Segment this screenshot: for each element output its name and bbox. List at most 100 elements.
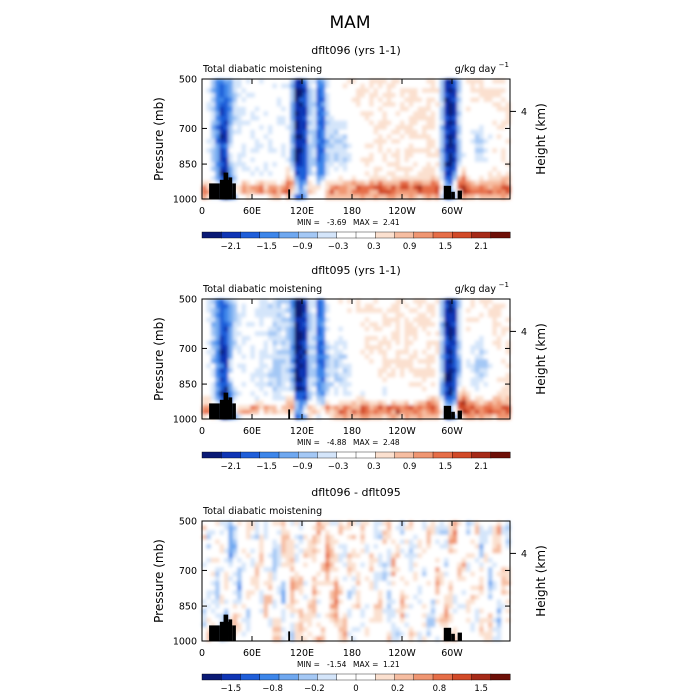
heatmap-cell [215, 386, 221, 392]
heatmap-cell [351, 125, 357, 131]
heatmap-cell [479, 143, 485, 149]
heatmap-cell [461, 400, 467, 406]
heatmap-cell [316, 363, 322, 369]
heatmap-cell [386, 92, 392, 99]
heatmap-cell [232, 576, 238, 582]
heatmap-cell [246, 590, 251, 596]
heatmap-cell [342, 189, 348, 195]
heatmap-cell [254, 157, 260, 163]
heatmap-cell [474, 530, 480, 536]
heatmap-cell [400, 409, 405, 415]
heatmap-cell [325, 139, 331, 145]
heatmap-cell [215, 359, 221, 365]
heatmap-cell [488, 571, 493, 577]
heatmap-cell [303, 340, 309, 346]
heatmap-cell [479, 530, 485, 536]
heatmap-cell [448, 395, 454, 402]
heatmap-cell [505, 581, 511, 587]
heatmap-cell [263, 594, 269, 601]
heatmap-cell [413, 148, 419, 154]
heatmap-cell [320, 363, 326, 369]
heatmap-cell [320, 409, 326, 415]
heatmap-cell [338, 152, 344, 159]
heatmap-cell [386, 567, 392, 573]
heatmap-cell [470, 194, 476, 200]
heatmap-cell [439, 594, 445, 601]
heatmap-cell [215, 308, 221, 314]
heatmap-cell [452, 308, 458, 314]
heatmap-cell [479, 189, 485, 195]
heatmap-cell [320, 534, 326, 541]
heatmap-cell [303, 79, 309, 85]
heatmap-cell [444, 79, 449, 85]
heatmap-cell [272, 386, 278, 392]
heatmap-cell [382, 312, 388, 319]
heatmap-cell [408, 525, 414, 531]
heatmap-cell [488, 521, 493, 527]
heatmap-cell [281, 585, 287, 591]
heatmap-cell [329, 303, 335, 309]
heatmap-cell [413, 106, 419, 112]
heatmap-cell [408, 567, 414, 573]
heatmap-cell [268, 377, 273, 383]
heatmap-cell [298, 530, 304, 536]
heatmap-cell [373, 129, 379, 135]
heatmap-cell [435, 400, 441, 406]
heatmap-cell [316, 194, 322, 200]
heatmap-cell [470, 317, 476, 323]
heatmap-cell [479, 139, 485, 145]
heatmap-cell [254, 548, 260, 554]
heatmap-cell [254, 585, 260, 591]
heatmap-cell [501, 391, 507, 397]
colorbar-swatch [432, 231, 453, 239]
heatmap-cell [461, 185, 467, 191]
heatmap-cell [395, 326, 401, 332]
heatmap-cell [254, 185, 260, 191]
heatmap-cell [444, 83, 449, 89]
heatmap-cell [232, 331, 238, 337]
heatmap-cell [268, 386, 273, 392]
heatmap-cell [360, 354, 366, 360]
heatmap-cell [496, 594, 502, 601]
heatmap-cell [307, 299, 313, 305]
heatmap-cell [232, 594, 238, 601]
heatmap-cell [492, 102, 498, 108]
heatmap-cell [210, 345, 216, 351]
heatmap-cell [250, 171, 256, 177]
heatmap-cell [448, 79, 454, 85]
heatmap-cell [461, 166, 467, 172]
heatmap-cell [488, 377, 493, 383]
terrain-block [443, 185, 452, 199]
heatmap-cell [250, 530, 256, 536]
heatmap-cell [430, 171, 436, 177]
heatmap-cell [254, 317, 260, 323]
heatmap-cell [334, 349, 339, 355]
heatmap-cell [492, 312, 498, 319]
heatmap-cell [237, 139, 243, 145]
heatmap-cell [312, 129, 317, 135]
heatmap-cell [202, 139, 207, 145]
heatmap-cell [228, 576, 234, 582]
heatmap-cell [272, 303, 278, 309]
heatmap-cell [254, 530, 260, 536]
heatmap-cell [448, 152, 454, 159]
heatmap-cell [219, 129, 225, 135]
heatmap-cell [457, 79, 463, 85]
heatmap-cell [364, 409, 370, 415]
heatmap-cell [210, 534, 216, 541]
heatmap-cell [228, 79, 234, 85]
heatmap-cell [342, 162, 348, 168]
heatmap-cell [496, 308, 502, 314]
heatmap-cell [294, 386, 300, 392]
heatmap-cell [285, 525, 291, 531]
heatmap-cell [470, 562, 476, 568]
heatmap-cell [417, 372, 423, 379]
heatmap-cell [219, 386, 225, 392]
heatmap-cell [356, 571, 361, 577]
heatmap-cell [342, 106, 348, 112]
heatmap-cell [351, 553, 357, 559]
heatmap-cell [395, 349, 401, 355]
heatmap-cell [444, 111, 449, 117]
heatmap-cell [232, 166, 238, 172]
heatmap-cell [439, 102, 445, 108]
